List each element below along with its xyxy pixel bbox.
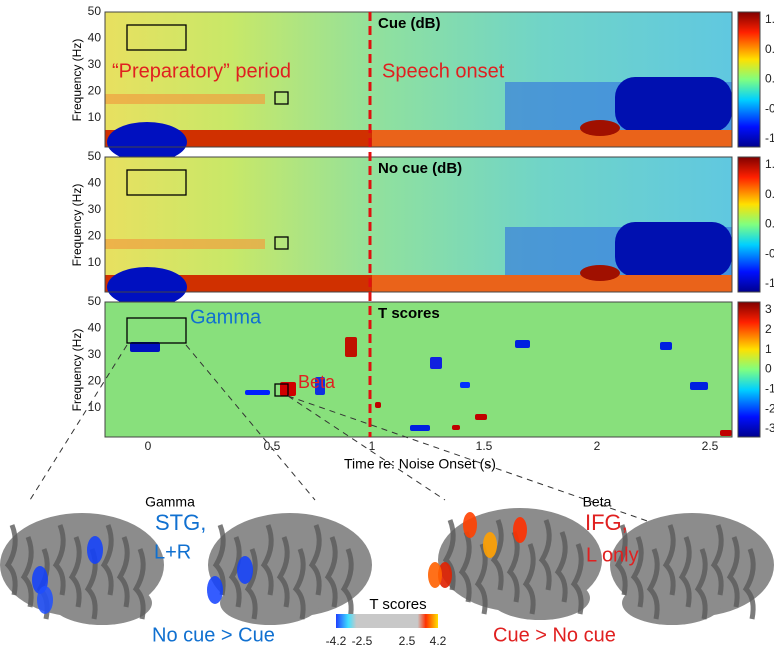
scale-tick: 4.2 (430, 634, 447, 648)
y-tick-label: 40 (88, 321, 102, 335)
y-tick-label: 40 (88, 176, 102, 190)
x-tick-label: 0 (145, 439, 152, 453)
annotation: Beta (298, 372, 336, 392)
y-axis-label: Frequency (Hz) (70, 184, 84, 267)
colorbar-tick: -1.0 (765, 131, 774, 145)
panel-title: T scores (378, 305, 440, 322)
panel-title: No cue (dB) (378, 160, 462, 177)
colorbar-tick: -1 (765, 382, 774, 396)
colorbar-tick: 1.0 (765, 157, 774, 171)
activation (37, 586, 53, 614)
blob (430, 357, 442, 369)
colorbar-tick: 1.0 (765, 12, 774, 26)
colorbar-tick: 0.5 (765, 42, 774, 56)
blob (660, 342, 672, 350)
colorbar-tick: -0.5 (765, 246, 774, 260)
annotation: “Preparatory” period (112, 60, 291, 82)
blob (580, 120, 620, 136)
brain-label: IFG, (585, 510, 628, 535)
colorbar (738, 157, 760, 292)
y-tick-label: 40 (88, 31, 102, 45)
scale-tick: 2.5 (399, 634, 416, 648)
blob (475, 414, 487, 420)
colorbar-tick: 1 (765, 342, 772, 356)
colorbar-tick: 0 (765, 362, 772, 376)
blob (460, 382, 470, 388)
band (615, 77, 732, 132)
blob (452, 425, 460, 430)
blob (107, 267, 187, 307)
y-axis-label: Frequency (Hz) (70, 329, 84, 412)
scale-title: T scores (369, 596, 426, 613)
colorbar-tick: -3 (765, 421, 774, 435)
figure: Cue (dB)5040302010Frequency (Hz)1.00.50.… (0, 0, 774, 652)
colorbar (738, 12, 760, 147)
band (615, 222, 732, 277)
panel-title: Cue (dB) (378, 15, 441, 32)
y-tick-label: 30 (88, 57, 102, 71)
brain-label: L only (586, 544, 639, 566)
y-axis-label: Frequency (Hz) (70, 39, 84, 122)
blob (515, 340, 530, 348)
band (372, 130, 732, 147)
y-tick-label: 30 (88, 202, 102, 216)
band (372, 275, 732, 292)
y-tick-label: 10 (88, 110, 102, 124)
blob (375, 402, 381, 408)
activation (483, 532, 497, 558)
x-tick-label: 1 (369, 439, 376, 453)
colorbar-tick: 3 (765, 302, 772, 316)
band (105, 239, 265, 249)
colorbar-tick: 0.0 (765, 72, 774, 86)
blob (410, 425, 430, 431)
blob (107, 122, 187, 162)
brain-label: L+R (154, 541, 191, 563)
band (105, 94, 265, 104)
blob (580, 265, 620, 281)
scale-tick: -4.2 (326, 634, 347, 648)
x-axis-label: Time re: Noise Onset (s) (344, 456, 496, 472)
contrast: No cue > Cue (152, 624, 275, 646)
y-tick-label: 30 (88, 347, 102, 361)
activation (463, 512, 477, 538)
blob (690, 382, 708, 390)
activation (428, 562, 442, 588)
annotation: Gamma (190, 306, 262, 328)
colorbar-tick: -1.0 (765, 276, 774, 290)
activation (207, 576, 223, 604)
activation (87, 536, 103, 564)
blob (345, 337, 357, 357)
activation (513, 517, 527, 543)
x-tick-label: 2 (594, 439, 601, 453)
x-tick-label: 1.5 (476, 439, 493, 453)
scale-bar (336, 614, 438, 628)
brain-title: Beta (583, 494, 612, 510)
y-tick-label: 50 (88, 294, 102, 308)
colorbar-tick: 2 (765, 322, 772, 336)
blob (720, 430, 732, 436)
colorbar-tick: 0.0 (765, 217, 774, 231)
colorbar-tick: 0.5 (765, 187, 774, 201)
activation (237, 556, 253, 584)
colorbar-tick: -2 (765, 401, 774, 415)
x-tick-label: 2.5 (702, 439, 719, 453)
y-tick-label: 50 (88, 149, 102, 163)
annotation: Speech onset (382, 60, 505, 82)
y-tick-label: 10 (88, 255, 102, 269)
brain-label: STG, (155, 510, 206, 535)
y-tick-label: 20 (88, 374, 102, 388)
y-tick-label: 20 (88, 84, 102, 98)
contrast: Cue > No cue (493, 624, 616, 646)
colorbar (738, 302, 760, 437)
blob (245, 390, 270, 395)
brain-title: Gamma (145, 494, 195, 510)
colorbar-tick: -0.5 (765, 101, 774, 115)
y-tick-label: 50 (88, 4, 102, 18)
y-tick-label: 20 (88, 229, 102, 243)
y-tick-label: 10 (88, 400, 102, 414)
scale-tick: -2.5 (352, 634, 373, 648)
